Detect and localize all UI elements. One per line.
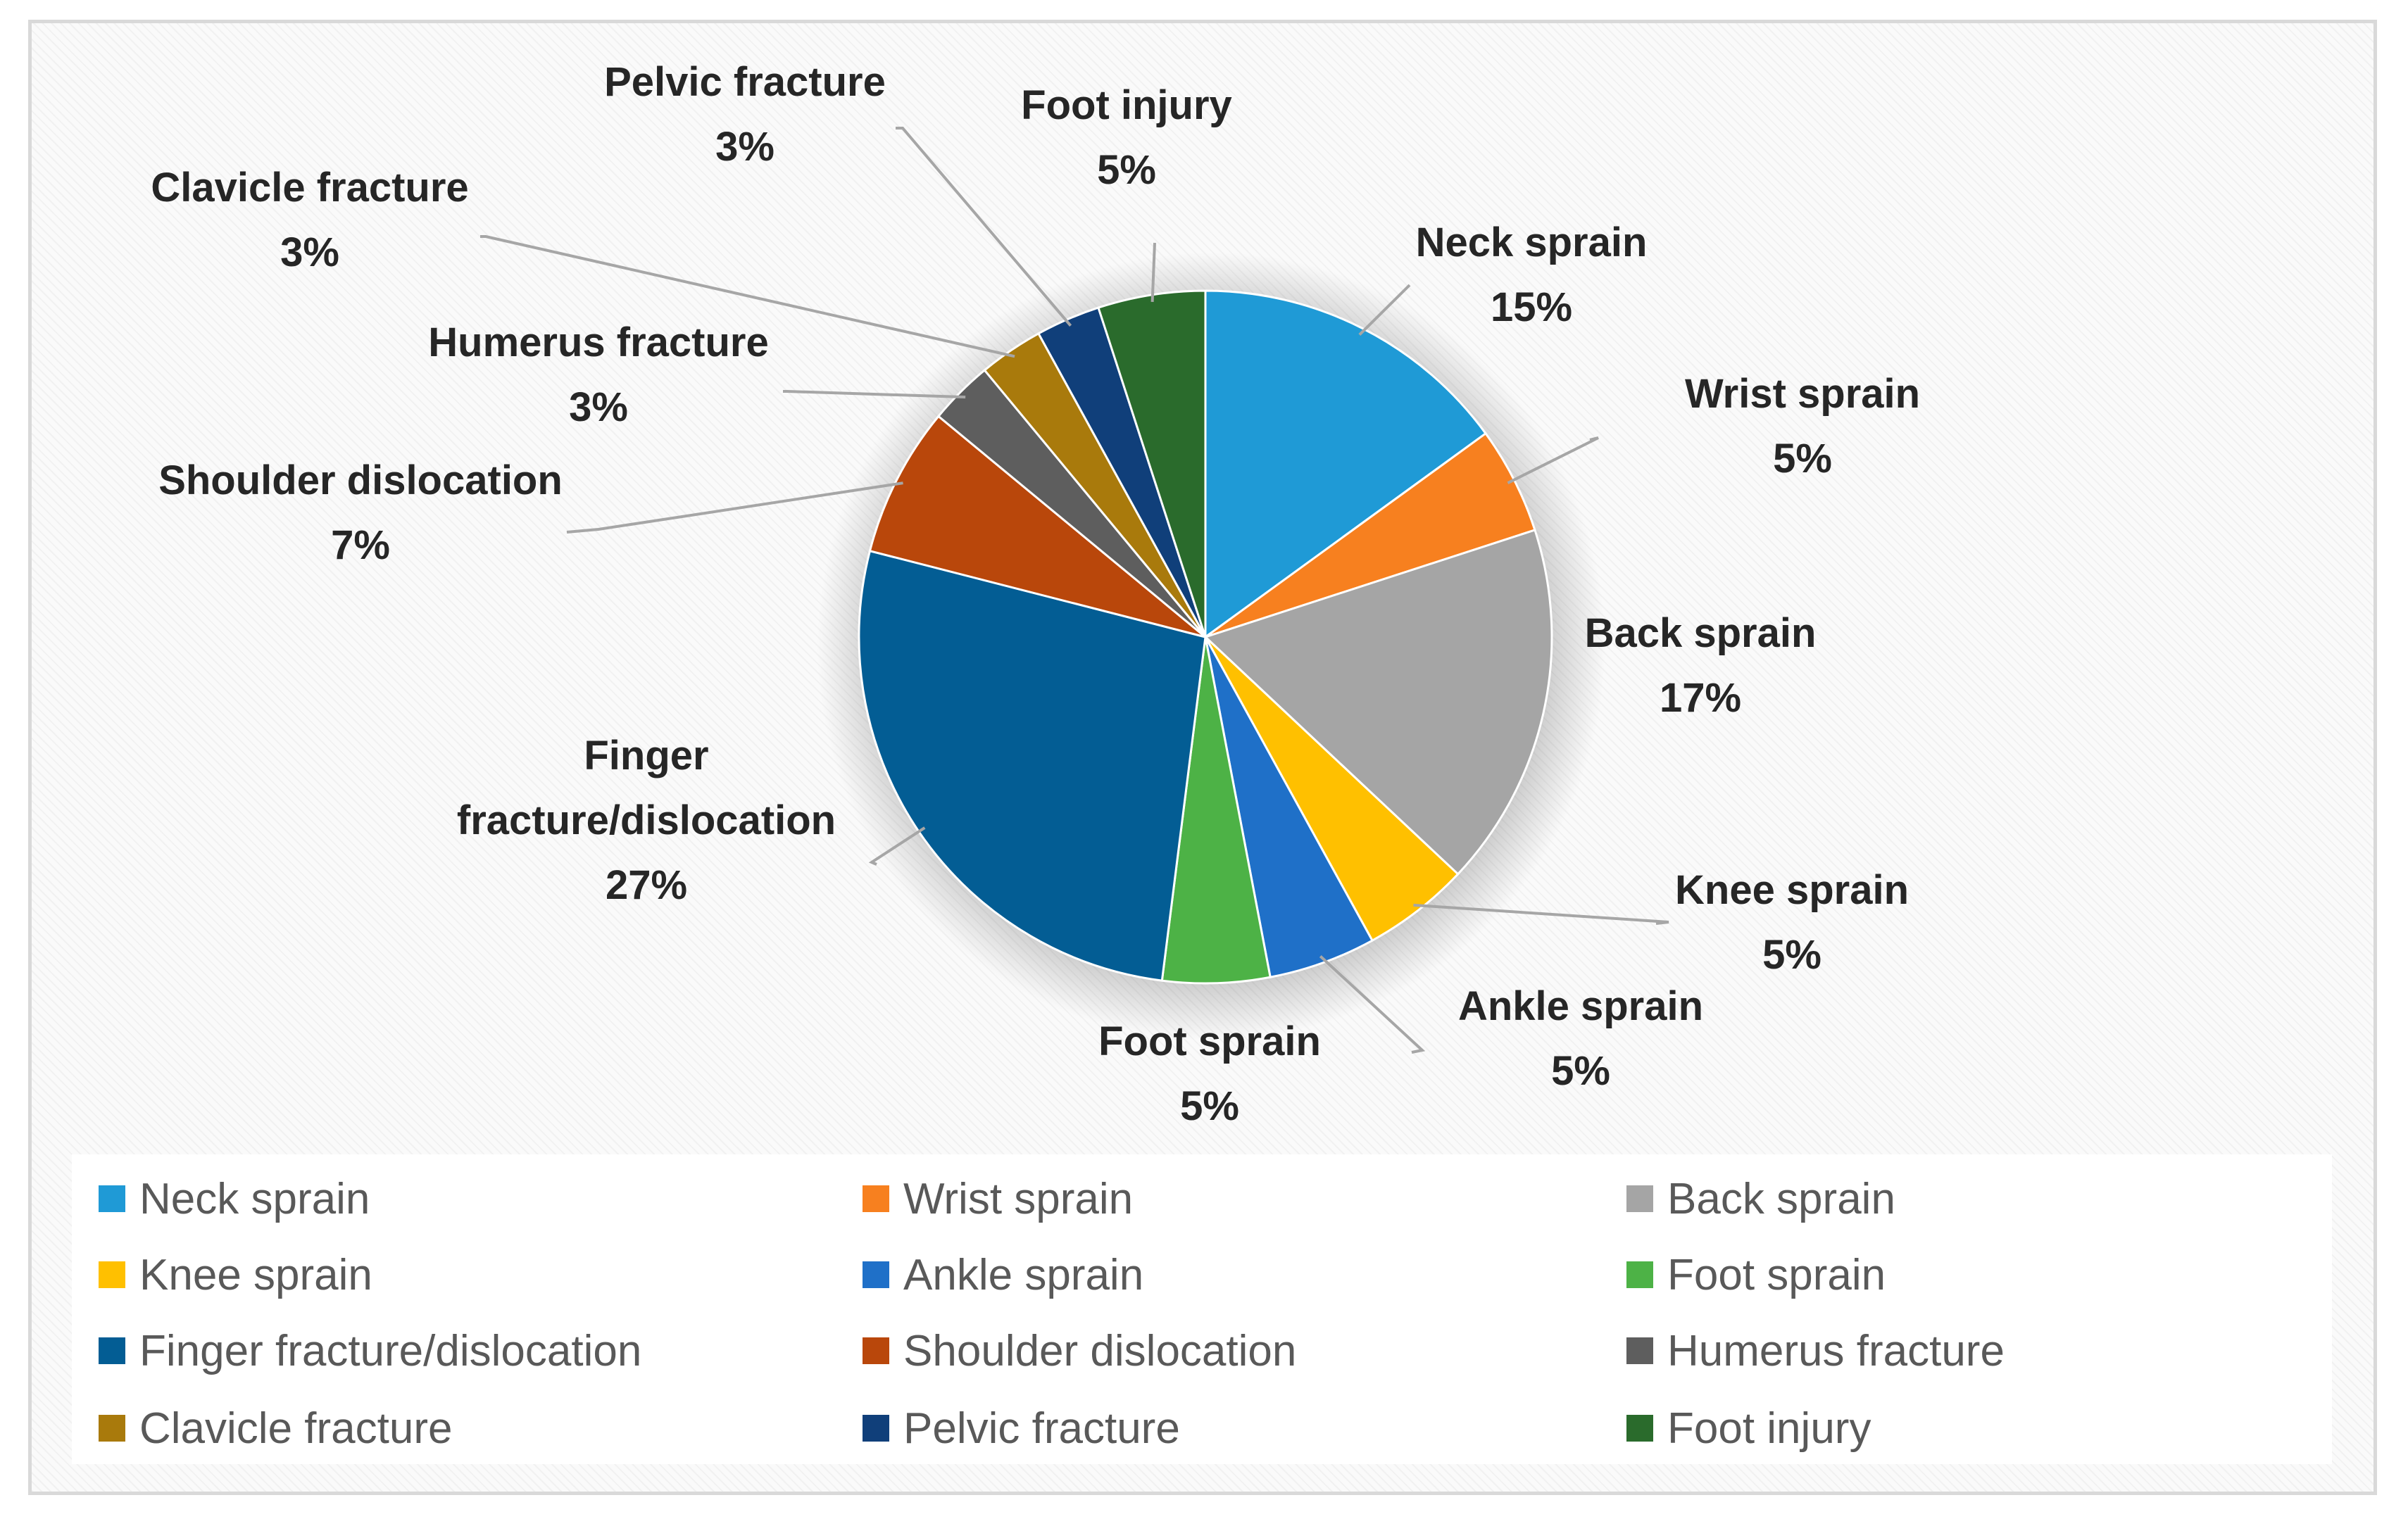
data-label-name: Back sprain xyxy=(1585,610,1817,656)
data-label-value: 15% xyxy=(1491,284,1572,330)
data-label-name: Shoulder dislocation xyxy=(158,458,563,503)
legend-item-clavicle-fracture: Clavicle fracture xyxy=(99,1397,452,1460)
leader-line-knee-sprain xyxy=(1413,903,1669,925)
legend-item-foot-injury: Foot injury xyxy=(1626,1397,1871,1460)
legend-swatch xyxy=(863,1415,889,1442)
legend-item-ankle-sprain: Ankle sprain xyxy=(863,1243,1143,1306)
data-label-name: Foot sprain xyxy=(1098,1019,1321,1064)
legend-label: Knee sprain xyxy=(139,1250,372,1299)
legend-item-humerus-fracture: Humerus fracture xyxy=(1626,1319,2005,1382)
data-label-value: 5% xyxy=(1773,436,1832,481)
legend-label: Pelvic fracture xyxy=(903,1404,1180,1453)
data-label-value: 5% xyxy=(1551,1048,1610,1094)
legend-swatch xyxy=(99,1415,125,1442)
legend-item-finger-fracture-dislocation: Finger fracture/dislocation xyxy=(99,1319,641,1382)
data-label-clavicle-fracture: Clavicle fracture 3% xyxy=(151,165,468,275)
pie-slice-shoulder-dislocation xyxy=(868,415,1206,638)
data-label-name: Neck sprain xyxy=(1416,220,1648,265)
leader-lines xyxy=(480,127,1669,1054)
data-label-value: 5% xyxy=(1762,932,1821,978)
data-label-value: 3% xyxy=(569,384,628,430)
data-label-foot-sprain: Foot sprain 5% xyxy=(1098,1019,1321,1129)
legend-item-neck-sprain: Neck sprain xyxy=(99,1167,370,1230)
leader-line-wrist-sprain xyxy=(1507,436,1599,484)
data-label-back-sprain: Back sprain 17% xyxy=(1585,610,1817,721)
leader-line-ankle-sprain xyxy=(1319,955,1426,1054)
pie-slice-knee-sprain xyxy=(1204,636,1460,943)
data-label-name: Wrist sprain xyxy=(1685,371,1920,417)
data-label-name: Foot injury xyxy=(1021,82,1232,128)
data-label-value: 5% xyxy=(1180,1083,1239,1129)
data-label-pelvic-fracture: Pelvic fracture 3% xyxy=(604,59,886,170)
pie-slice-foot-sprain xyxy=(1160,636,1272,985)
pie-slice-ankle-sprain xyxy=(1204,636,1374,979)
legend-item-shoulder-dislocation: Shoulder dislocation xyxy=(863,1319,1296,1382)
data-label-value: 3% xyxy=(715,124,775,170)
pie-slices xyxy=(858,289,1553,985)
data-label-value: 5% xyxy=(1097,147,1156,193)
pie-slice-neck-sprain xyxy=(1204,289,1488,639)
legend-item-back-sprain: Back sprain xyxy=(1626,1167,1895,1230)
legend-item-foot-sprain: Foot sprain xyxy=(1626,1243,1886,1306)
data-label-name: Knee sprain xyxy=(1675,867,1909,913)
legend: Neck sprain Wrist sprain Back sprain Knee s… xyxy=(72,1154,2332,1464)
legend-swatch xyxy=(99,1261,125,1288)
data-label-name: Humerus fracture xyxy=(428,320,768,365)
legend-label: Shoulder dislocation xyxy=(903,1326,1297,1375)
legend-label: Foot sprain xyxy=(1667,1250,1886,1299)
leader-line-neck-sprain xyxy=(1358,284,1411,336)
data-label-neck-sprain: Neck sprain 15% xyxy=(1416,220,1648,330)
data-label-finger-fracture-dislocation: Finger fracture/dislocation 27% xyxy=(457,733,836,908)
data-label-name: Clavicle fracture xyxy=(151,165,468,210)
legend-label: Clavicle fracture xyxy=(139,1404,453,1453)
data-label-value: 17% xyxy=(1660,675,1741,721)
legend-item-wrist-sprain: Wrist sprain xyxy=(863,1167,1133,1230)
leader-line-humerus-fracture xyxy=(783,390,966,399)
data-label-wrist-sprain: Wrist sprain 5% xyxy=(1685,371,1920,481)
data-label-name: Ankle sprain xyxy=(1458,983,1703,1029)
data-label-value: 27% xyxy=(606,862,687,908)
data-label-ankle-sprain: Ankle sprain 5% xyxy=(1458,983,1703,1094)
legend-label: Finger fracture/dislocation xyxy=(139,1326,642,1375)
legend-label: Ankle sprain xyxy=(903,1250,1144,1299)
legend-swatch xyxy=(1626,1261,1653,1288)
data-label-humerus-fracture: Humerus fracture 3% xyxy=(428,320,768,430)
leader-line-foot-injury xyxy=(1150,242,1156,303)
leader-line-shoulder-dislocation xyxy=(566,481,903,534)
legend-swatch xyxy=(1626,1337,1653,1364)
legend-label: Wrist sprain xyxy=(903,1174,1134,1223)
leader-line-clavicle-fracture xyxy=(480,235,1015,358)
leader-line-finger-fracture-dislocation xyxy=(868,826,926,866)
legend-label: Foot injury xyxy=(1667,1404,1871,1453)
legend-label: Humerus fracture xyxy=(1667,1326,2005,1375)
data-label-name: fracture/dislocation xyxy=(457,798,836,843)
legend-item-pelvic-fracture: Pelvic fracture xyxy=(863,1397,1180,1460)
legend-swatch xyxy=(1626,1185,1653,1212)
legend-swatch xyxy=(863,1337,889,1364)
legend-label: Back sprain xyxy=(1667,1174,1895,1223)
data-label-name: Finger xyxy=(584,733,708,779)
data-label-value: 3% xyxy=(280,229,339,275)
pie-slice-back-sprain xyxy=(1203,529,1553,876)
data-label-shoulder-dislocation: Shoulder dislocation 7% xyxy=(158,458,563,568)
legend-swatch xyxy=(863,1261,889,1288)
legend-swatch xyxy=(99,1337,125,1364)
leader-line-pelvic-fracture xyxy=(896,127,1072,327)
data-label-knee-sprain: Knee sprain 5% xyxy=(1675,867,1909,978)
legend-label: Neck sprain xyxy=(139,1174,370,1223)
data-labels: Neck sprain 15% Wrist sprain 5% Back sprain 1… xyxy=(151,59,1920,1129)
legend-swatch xyxy=(863,1185,889,1212)
legend-swatch xyxy=(1626,1415,1653,1442)
legend-item-knee-sprain: Knee sprain xyxy=(99,1243,372,1306)
data-label-foot-injury: Foot injury 5% xyxy=(1021,82,1232,193)
data-label-value: 7% xyxy=(331,522,390,568)
data-label-name: Pelvic fracture xyxy=(604,59,886,105)
legend-swatch xyxy=(99,1185,125,1212)
